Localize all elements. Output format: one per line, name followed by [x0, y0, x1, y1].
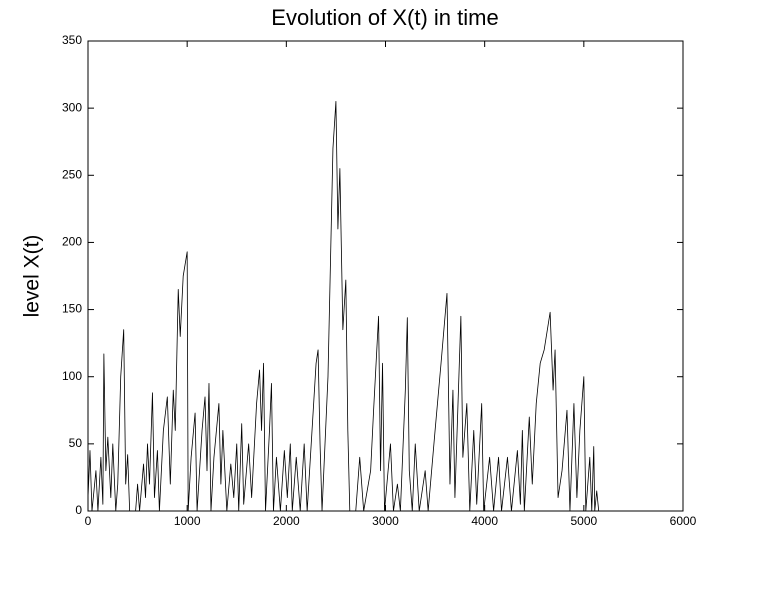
y-tick-label: 350 [62, 33, 82, 47]
plot-frame [87, 40, 684, 512]
x-tick-label: 6000 [670, 514, 697, 528]
x-tick-label: 4000 [471, 514, 498, 528]
y-tick-label: 200 [62, 235, 82, 249]
y-axis-label: level X(t) [21, 235, 44, 318]
x-tick-label: 0 [85, 514, 92, 528]
y-tick-label: 50 [69, 436, 83, 450]
chart-title: Evolution of X(t) in time [271, 5, 498, 30]
x-tick-label: 2000 [273, 514, 300, 528]
y-tick-label: 0 [75, 503, 82, 517]
x-tick-label: 3000 [372, 514, 399, 528]
x-tick-label: 1000 [174, 514, 201, 528]
y-tick-label: 250 [62, 167, 82, 181]
y-tick-label: 100 [62, 369, 82, 383]
y-tick-label: 150 [62, 302, 82, 316]
x-tick-label: 5000 [570, 514, 597, 528]
y-tick-label: 300 [62, 100, 82, 114]
data-line [87, 101, 600, 512]
